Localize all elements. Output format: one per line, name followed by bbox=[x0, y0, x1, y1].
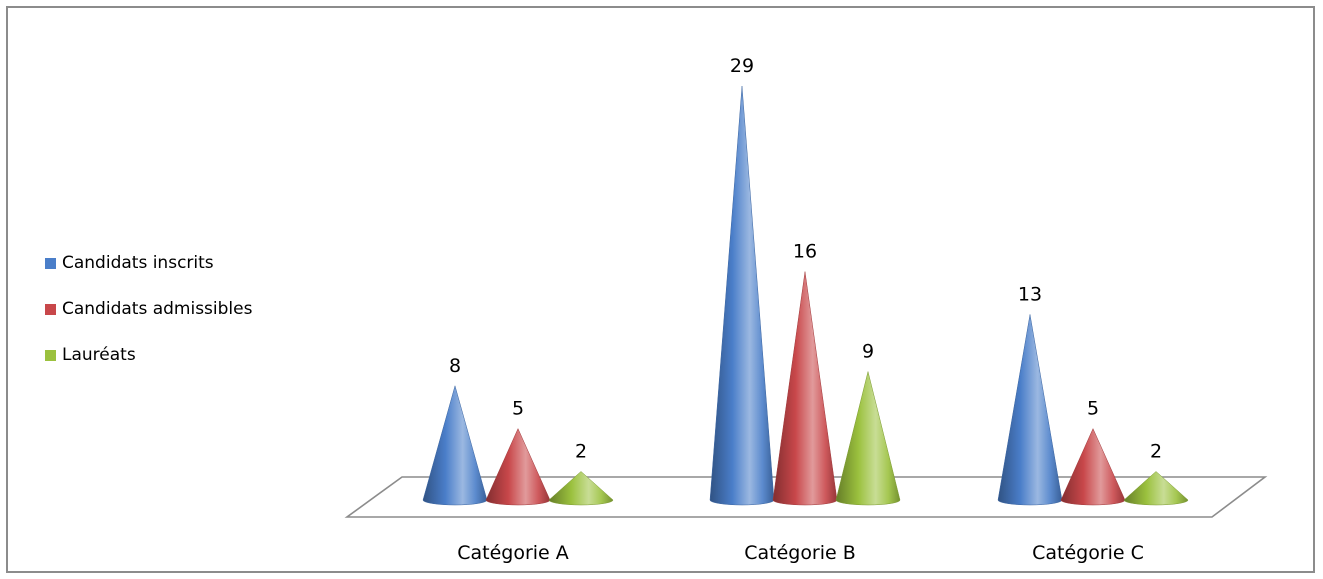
legend-swatch bbox=[45, 349, 56, 361]
data-label: 8 bbox=[449, 355, 461, 377]
data-label: 13 bbox=[1018, 283, 1042, 305]
cone-laureats-categorie-c bbox=[1123, 471, 1189, 506]
cone-laureats-categorie-b bbox=[835, 371, 901, 506]
cone-candidats-admissibles-categorie-c bbox=[1060, 428, 1126, 506]
data-label: 5 bbox=[512, 398, 524, 420]
data-label: 2 bbox=[1150, 440, 1162, 462]
legend-item-laureats: Lauréats bbox=[45, 344, 252, 366]
cone-candidats-admissibles-categorie-a bbox=[485, 428, 551, 506]
data-label: 9 bbox=[862, 341, 874, 363]
legend-item-candidats-admissibles: Candidats admissibles bbox=[45, 298, 252, 320]
cone-candidats-inscrits-categorie-b bbox=[709, 85, 775, 506]
category-label: Catégorie C bbox=[1032, 542, 1144, 564]
legend-item-candidats-inscrits: Candidats inscrits bbox=[45, 252, 252, 274]
cone-candidats-inscrits-categorie-c bbox=[997, 314, 1063, 506]
category-label: Catégorie B bbox=[744, 542, 856, 564]
data-label: 5 bbox=[1087, 398, 1099, 420]
legend: Candidats inscrits Candidats admissibles L… bbox=[45, 252, 252, 390]
legend-label: Lauréats bbox=[62, 345, 136, 365]
cone-candidats-admissibles-categorie-b bbox=[772, 271, 838, 506]
category-label: Catégorie A bbox=[457, 542, 569, 564]
legend-label: Candidats inscrits bbox=[62, 253, 214, 273]
legend-swatch bbox=[45, 303, 56, 315]
legend-label: Candidats admissibles bbox=[62, 299, 253, 319]
cone-candidats-inscrits-categorie-a bbox=[422, 384, 488, 506]
data-label: 29 bbox=[730, 55, 754, 77]
cone-laureats-categorie-a bbox=[548, 471, 614, 506]
legend-swatch bbox=[45, 257, 56, 269]
data-label: 2 bbox=[575, 440, 587, 462]
data-label: 16 bbox=[793, 241, 817, 263]
